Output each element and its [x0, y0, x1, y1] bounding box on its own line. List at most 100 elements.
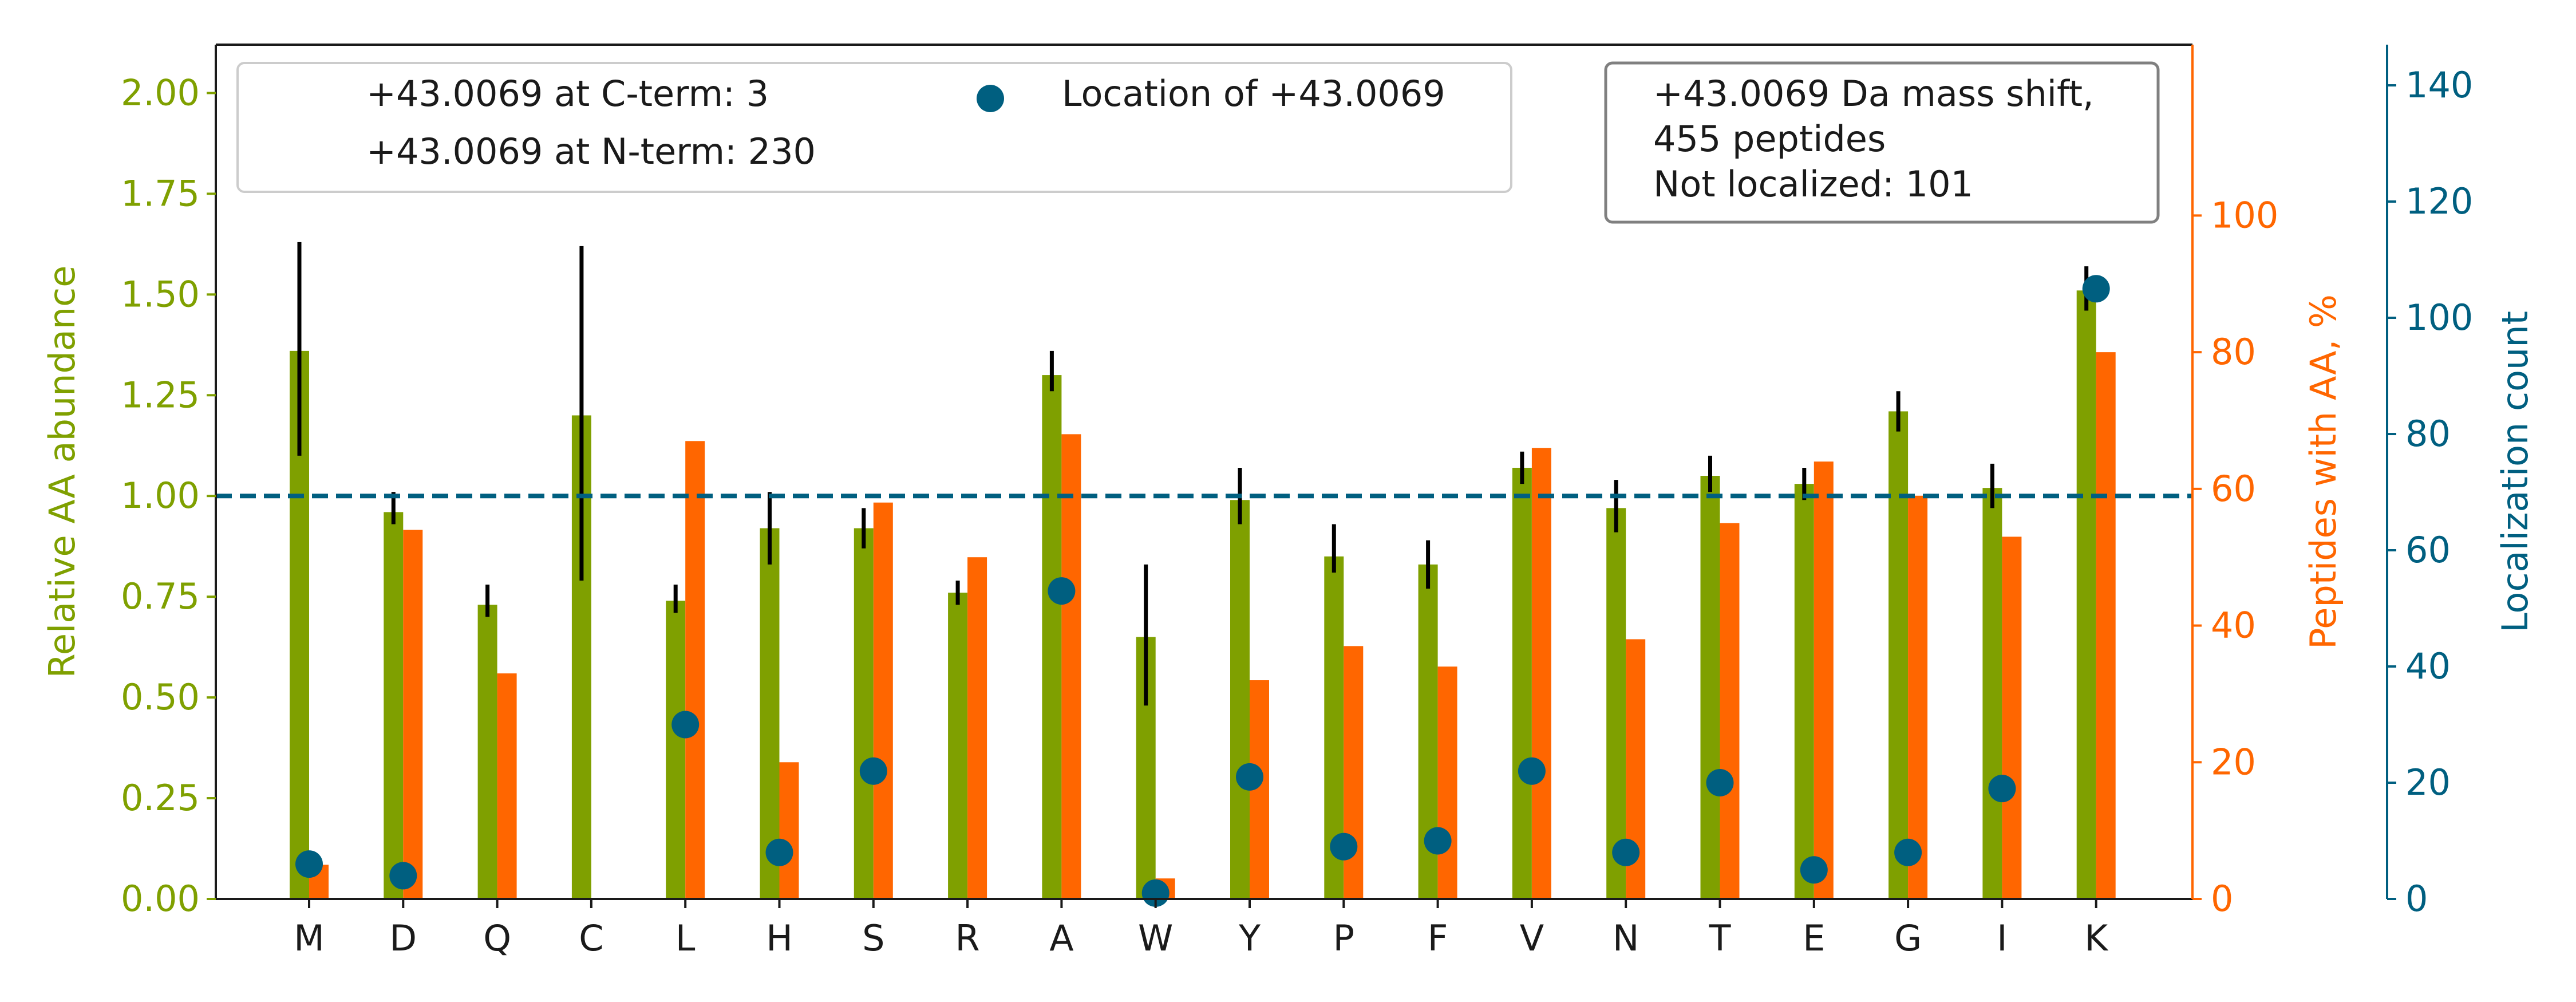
x-tick-label-t: T [1709, 917, 1732, 959]
right-tick-label-60: 60 [2211, 468, 2256, 510]
right-tick-label-20: 20 [2211, 741, 2256, 783]
peptides-bar-v [1531, 448, 1551, 899]
peptides-bar-s [873, 502, 893, 899]
legend: +43.0069 at C-term: 3 +43.0069 at N-term… [236, 62, 1512, 193]
abundance-bar-t [1700, 476, 1720, 899]
peptides-bar-t [1720, 523, 1740, 899]
left-tick-label-1.00: 1.00 [121, 475, 200, 516]
abundance-bar-k [2076, 290, 2096, 899]
x-tick-label-p: P [1333, 917, 1354, 959]
annotation-line-2: 455 peptides [1653, 118, 1886, 160]
peptides-bar-p [1344, 646, 1364, 899]
left-tick-label-0.25: 0.25 [121, 777, 200, 819]
location-point-f [1424, 827, 1452, 855]
x-tick-label-h: H [766, 917, 793, 959]
x-tick-label-n: N [1613, 917, 1639, 959]
x-tick-label-v: V [1520, 917, 1544, 959]
peptides-bar-e [1814, 461, 1834, 899]
abundance-bar-e [1794, 484, 1814, 899]
far-right-tick-label-20: 20 [2405, 762, 2451, 803]
annotation-frame [1604, 61, 2160, 224]
legend-frame [236, 62, 1512, 193]
x-tick-label-d: D [389, 917, 417, 959]
axis-spines [215, 44, 2388, 900]
abundance-bar-s [854, 528, 874, 899]
location-point-g [1894, 838, 1922, 866]
abundance-bar-v [1512, 467, 1532, 899]
abundance-bar-r [948, 593, 968, 899]
right-tick-label-100: 100 [2211, 194, 2278, 236]
far-right-tick-label-40: 40 [2405, 645, 2451, 687]
left-tick-label-0.00: 0.00 [121, 878, 200, 920]
annotation-line-1: +43.0069 Da mass shift, [1653, 73, 2094, 115]
legend-entry-c-term: +43.0069 at C-term: 3 [366, 73, 769, 115]
far-right-tick-label-120: 120 [2405, 180, 2473, 222]
x-tick-label-w: W [1138, 917, 1173, 959]
left-tick-label-1.75: 1.75 [121, 172, 200, 214]
location-point-a [1048, 577, 1076, 605]
x-tick-label-m: M [294, 917, 325, 959]
location-point-p [1330, 833, 1358, 861]
left-tick-label-1.50: 1.50 [121, 273, 200, 315]
left-axis-label: Relative AA abundance [41, 266, 83, 678]
x-tick-label-k: K [2084, 917, 2108, 959]
abundance-bar-q [477, 605, 497, 899]
location-point-l [671, 711, 700, 739]
peptides-bar-l [685, 441, 705, 899]
legend-entry-n-term: +43.0069 at N-term: 230 [366, 131, 816, 172]
location-point-k [2082, 275, 2110, 303]
abundance-bar-d [384, 512, 404, 899]
location-point-n [1612, 838, 1640, 866]
far-right-tick-label-100: 100 [2405, 297, 2473, 338]
peptides-bar-f [1437, 666, 1457, 899]
x-tick-label-e: E [1803, 917, 1825, 959]
abundance-bar-l [666, 601, 686, 899]
far-right-tick-label-0: 0 [2405, 878, 2428, 920]
location-point-h [765, 838, 793, 866]
location-point-e [1800, 856, 1828, 884]
x-tick-label-i: I [1997, 917, 2007, 959]
peptides-bar-k [2096, 352, 2116, 899]
x-tick-label-l: L [675, 917, 696, 959]
location-point-s [859, 757, 887, 785]
tick-layer: M D Q C L H S R A W Y P F V N T E G I K 0.00 0.25 0.50 0.75 1.00… [121, 64, 2473, 959]
location-point-m [295, 850, 323, 878]
peptides-bar-r [967, 557, 987, 899]
location-point-i [1988, 775, 2016, 803]
x-tick-label-g: G [1894, 917, 1922, 959]
x-tick-label-s: S [862, 917, 884, 959]
left-tick-label-0.50: 0.50 [121, 676, 200, 718]
peptides-bar-i [2002, 536, 2022, 899]
peptides-bar-h [779, 762, 799, 899]
left-tick-label-2.00: 2.00 [121, 72, 200, 113]
peptides-bar-a [1061, 434, 1081, 899]
right-tick-label-40: 40 [2211, 605, 2256, 646]
annotation-line-3: Not localized: 101 [1653, 163, 1973, 205]
far-right-tick-label-60: 60 [2405, 529, 2451, 571]
x-tick-label-y: Y [1238, 917, 1261, 959]
far-right-tick-label-140: 140 [2405, 64, 2473, 106]
peptides-bar-q [497, 673, 517, 899]
peptides-bar-g [1908, 495, 1928, 899]
left-tick-label-1.25: 1.25 [121, 374, 200, 416]
abundance-bar-a [1042, 375, 1062, 899]
x-tick-label-r: R [955, 917, 980, 959]
x-tick-label-f: F [1428, 917, 1448, 959]
annotation-box: +43.0069 Da mass shift, 455 peptides Not… [1604, 61, 2160, 224]
peptides-bar-d [403, 530, 423, 899]
location-point-d [389, 862, 417, 890]
x-tick-label-a: A [1049, 917, 1073, 959]
abundance-bar-y [1230, 500, 1250, 899]
location-point-t [1706, 769, 1734, 797]
abundance-bar-n [1606, 508, 1626, 899]
far-right-tick-label-80: 80 [2405, 413, 2451, 455]
legend-entry-location: Location of +43.0069 [1062, 73, 1445, 115]
abundance-bar-h [760, 528, 780, 899]
right-axis-label: Peptides with AA, % [2302, 294, 2344, 649]
x-tick-label-q: Q [483, 917, 511, 959]
abundance-bar-i [1982, 488, 2002, 899]
far-right-axis-label: Localization count [2494, 311, 2536, 633]
left-tick-label-0.75: 0.75 [121, 575, 200, 617]
plot-area [216, 242, 2192, 907]
